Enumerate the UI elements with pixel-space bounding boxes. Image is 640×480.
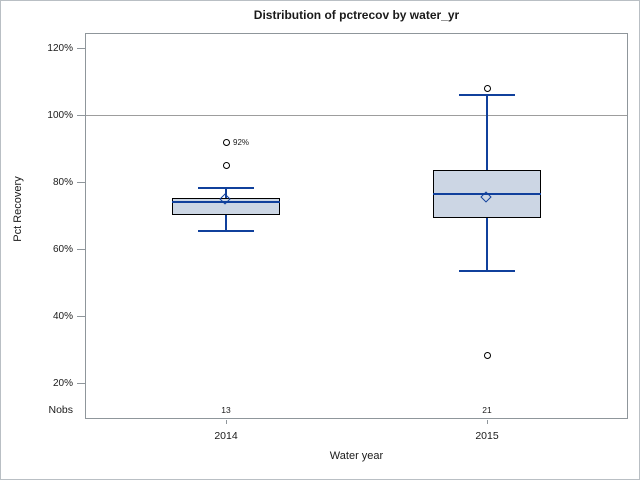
whisker-line-lower — [486, 217, 488, 272]
x-tick-mark — [226, 420, 227, 424]
whisker-cap-upper — [198, 187, 254, 190]
x-axis-title: Water year — [329, 450, 384, 462]
nobs-row-label: Nobs — [48, 404, 73, 416]
whisker-line-lower — [225, 214, 227, 232]
x-category-label: 2014 — [214, 430, 238, 442]
y-tick-mark — [77, 316, 85, 317]
outlier-value-label: 92% — [233, 137, 250, 147]
whisker-cap-upper — [459, 94, 515, 97]
y-tick-label: 120% — [47, 42, 73, 54]
whisker-line-upper — [486, 95, 488, 170]
nobs-value: 13 — [221, 405, 231, 415]
plot-frame — [85, 33, 628, 419]
y-tick-label: 60% — [52, 243, 73, 255]
y-tick-label: 40% — [52, 310, 73, 322]
y-tick-mark — [77, 48, 85, 49]
outlier-marker — [222, 162, 230, 170]
median-line — [433, 193, 541, 196]
y-tick-mark — [77, 182, 85, 183]
y-tick-label: 100% — [47, 109, 73, 121]
outlier-marker — [483, 85, 491, 93]
outlier-marker — [483, 351, 491, 359]
outlier-marker — [222, 138, 230, 146]
whisker-line-upper — [225, 188, 227, 198]
median-line — [172, 201, 280, 204]
y-tick-mark — [77, 249, 85, 250]
x-tick-mark — [487, 420, 488, 424]
chart-title: Distribution of pctrecov by water_yr — [253, 8, 460, 22]
y-tick-mark — [77, 115, 85, 116]
whisker-cap-lower — [198, 230, 254, 233]
whisker-cap-lower — [459, 270, 515, 273]
y-tick-label: 20% — [52, 377, 73, 389]
y-tick-label: 80% — [52, 176, 73, 188]
x-category-label: 2015 — [475, 430, 499, 442]
reference-line-100pct — [86, 115, 627, 116]
y-tick-mark — [77, 383, 85, 384]
nobs-value: 21 — [482, 405, 492, 415]
